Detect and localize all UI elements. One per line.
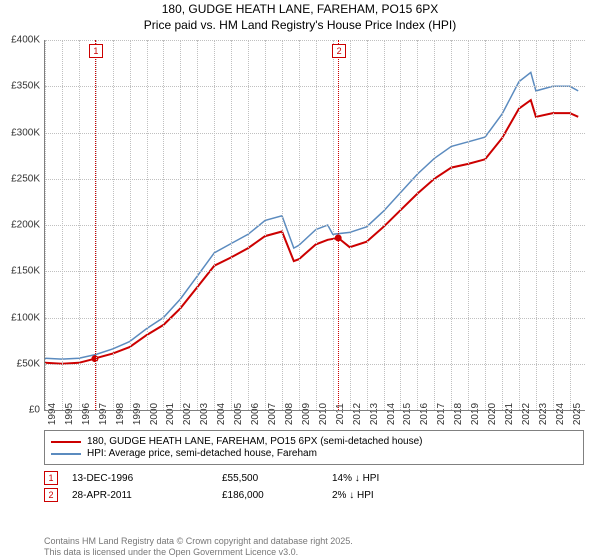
property-line xyxy=(45,100,578,364)
sale-data-rows: 1 13-DEC-1996£55,50014% ↓ HPI 2 28-APR-2011… xyxy=(44,471,584,502)
y-tick-label: £100K xyxy=(0,312,40,323)
sale-hpi-diff: 14% ↓ HPI xyxy=(332,473,432,484)
footer-attribution: Contains HM Land Registry data © Crown c… xyxy=(44,536,353,558)
y-tick-label: £50K xyxy=(0,358,40,369)
sale-number-box: 2 xyxy=(44,488,58,502)
sale-hpi-diff: 2% ↓ HPI xyxy=(332,490,432,501)
sale-number-box: 1 xyxy=(44,471,58,485)
sale-marker-box: 2 xyxy=(332,44,346,58)
legend-row-property: 180, GUDGE HEATH LANE, FAREHAM, PO15 6PX… xyxy=(51,436,577,447)
sale-price: £186,000 xyxy=(222,490,332,501)
title-line2: Price paid vs. HM Land Registry's House … xyxy=(0,18,600,34)
sale-data-row: 1 13-DEC-1996£55,50014% ↓ HPI xyxy=(44,471,584,485)
sale-marker-vline xyxy=(95,40,96,410)
sale-marker-vline xyxy=(338,40,339,410)
chart-title: 180, GUDGE HEATH LANE, FAREHAM, PO15 6PX… xyxy=(0,0,600,33)
y-tick-label: £200K xyxy=(0,220,40,231)
y-tick-label: £250K xyxy=(0,173,40,184)
legend: 180, GUDGE HEATH LANE, FAREHAM, PO15 6PX… xyxy=(44,430,584,465)
y-tick-label: £400K xyxy=(0,35,40,46)
hpi-line xyxy=(45,72,578,359)
legend-swatch-hpi xyxy=(51,453,81,455)
legend-row-hpi: HPI: Average price, semi-detached house,… xyxy=(51,448,577,459)
legend-swatch-property xyxy=(51,441,81,443)
sale-date: 28-APR-2011 xyxy=(72,490,222,501)
sale-price: £55,500 xyxy=(222,473,332,484)
y-tick-label: £0 xyxy=(0,405,40,416)
y-tick-label: £350K xyxy=(0,81,40,92)
footer-line1: Contains HM Land Registry data © Crown c… xyxy=(44,536,353,547)
plot-area: 12 xyxy=(44,40,585,411)
legend-label-property: 180, GUDGE HEATH LANE, FAREHAM, PO15 6PX… xyxy=(87,436,423,447)
footer-line2: This data is licensed under the Open Gov… xyxy=(44,547,353,558)
legend-and-data: 180, GUDGE HEATH LANE, FAREHAM, PO15 6PX… xyxy=(44,430,584,505)
legend-label-hpi: HPI: Average price, semi-detached house,… xyxy=(87,448,317,459)
sale-data-row: 2 28-APR-2011£186,0002% ↓ HPI xyxy=(44,488,584,502)
sale-date: 13-DEC-1996 xyxy=(72,473,222,484)
y-tick-label: £300K xyxy=(0,127,40,138)
sale-marker-box: 1 xyxy=(89,44,103,58)
y-tick-label: £150K xyxy=(0,266,40,277)
title-line1: 180, GUDGE HEATH LANE, FAREHAM, PO15 6PX xyxy=(0,2,600,18)
price-chart: 180, GUDGE HEATH LANE, FAREHAM, PO15 6PX… xyxy=(0,0,600,560)
